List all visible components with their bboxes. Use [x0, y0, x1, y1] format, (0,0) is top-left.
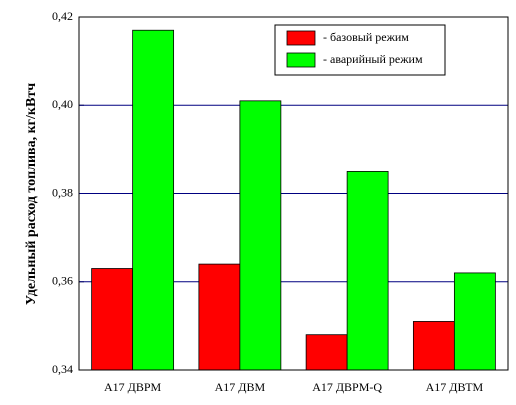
y-tick-label: 0,36 — [52, 274, 73, 288]
bar — [346, 171, 389, 371]
legend-label: - базовый режим — [323, 30, 409, 44]
x-tick-label: A17 ДВРМ-Q — [312, 380, 382, 394]
bar — [91, 268, 134, 371]
bar — [239, 100, 282, 371]
bar — [453, 272, 496, 371]
bar — [132, 29, 175, 371]
y-axis-label: Удельный расход топлива, кг/кВтч — [24, 83, 39, 305]
x-tick-label: A17 ДВРМ — [104, 380, 162, 394]
legend-swatch — [286, 52, 316, 68]
plot-frame — [78, 16, 509, 371]
x-tick-label: A17 ДВМ — [215, 380, 266, 394]
y-tick-label: 0,42 — [52, 9, 73, 23]
y-tick-label: 0,40 — [52, 97, 73, 111]
y-tick-label: 0,34 — [52, 362, 73, 376]
bar — [305, 334, 348, 371]
x-tick-label: A17 ДВТМ — [426, 380, 484, 394]
y-tick-label: 0,38 — [52, 185, 73, 199]
bar — [198, 263, 241, 371]
bar — [412, 321, 455, 371]
legend-swatch — [286, 30, 316, 46]
legend-label: - аварийный режим — [323, 52, 423, 66]
